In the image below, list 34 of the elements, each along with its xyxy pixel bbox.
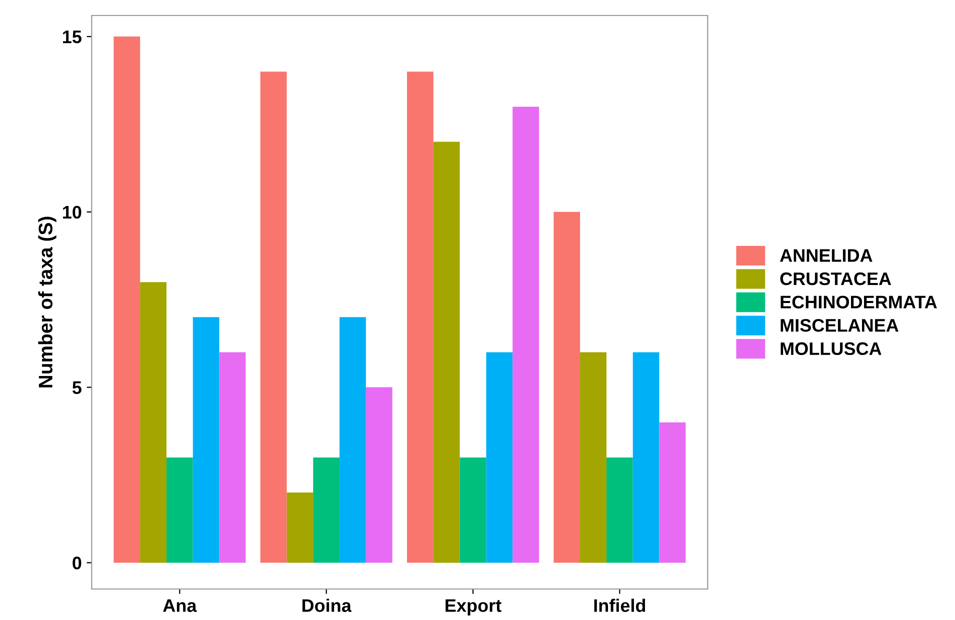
x-tick-label: Infield xyxy=(594,598,646,612)
legend-label: MOLLUSCA xyxy=(780,342,882,356)
legend-label: ANNELIDA xyxy=(780,249,872,262)
x-tick-label: Ana xyxy=(163,599,197,612)
y-axis-title: Number of taxa (S) xyxy=(38,216,56,388)
bar xyxy=(433,142,460,563)
bar xyxy=(219,352,246,563)
y-tick-label: 0 xyxy=(72,556,82,570)
bar xyxy=(407,72,434,563)
legend-label: ECHINODERMATA xyxy=(780,296,937,308)
y-tick-label: 10 xyxy=(63,206,82,219)
bar xyxy=(460,457,486,563)
bar xyxy=(486,352,513,563)
legend-label: CRUSTACEA xyxy=(780,272,892,286)
x-tick-label: Export xyxy=(446,599,502,616)
bar xyxy=(140,282,166,563)
legend-label: MISCELANEA xyxy=(780,318,898,332)
bar xyxy=(632,352,660,563)
bar xyxy=(606,457,633,563)
bar xyxy=(580,352,606,563)
y-tick-label: 5 xyxy=(72,381,82,394)
bar xyxy=(512,106,539,563)
bar xyxy=(313,457,340,563)
bar xyxy=(659,422,686,563)
bar xyxy=(192,317,220,563)
bar xyxy=(166,457,193,563)
bar xyxy=(260,72,287,563)
bar xyxy=(366,387,392,563)
bar xyxy=(554,212,580,563)
bar xyxy=(340,317,366,563)
y-tick-label: 15 xyxy=(63,30,82,44)
bar xyxy=(286,492,314,563)
bar xyxy=(114,36,140,563)
x-tick-label: Doina xyxy=(302,598,352,612)
